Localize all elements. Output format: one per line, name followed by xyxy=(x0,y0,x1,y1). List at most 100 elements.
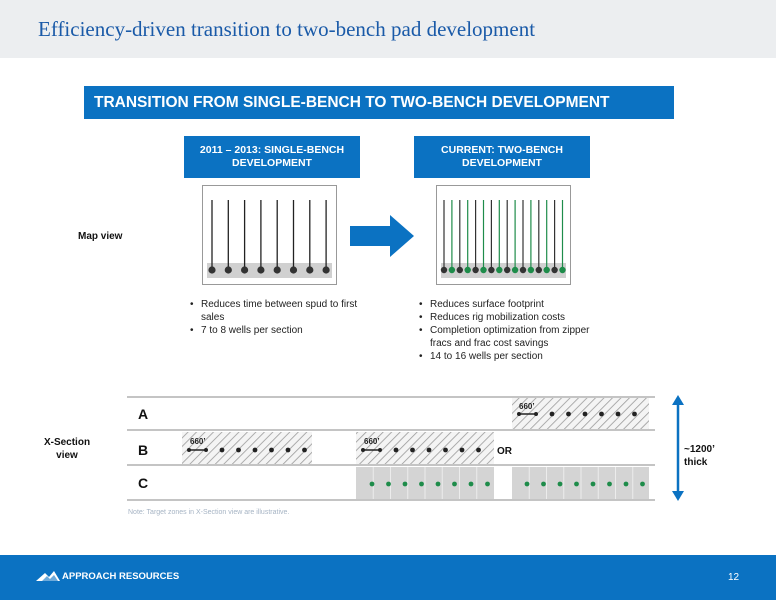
cross-section-well xyxy=(607,481,612,487)
well-lateral xyxy=(273,200,281,274)
spacing-bracket xyxy=(187,448,208,452)
xsection-label-line1: X-Section xyxy=(43,437,91,448)
well-lateral xyxy=(322,200,330,274)
well-lateral xyxy=(306,200,314,274)
well-lateral xyxy=(464,200,471,274)
option1-target-b xyxy=(356,432,494,464)
arrow-up-icon xyxy=(672,395,684,405)
cross-section-well xyxy=(623,481,629,487)
two-bench-heading-line1: CURRENT: TWO-BENCH xyxy=(441,144,563,156)
well-lateral xyxy=(535,200,542,274)
two-bench-bullet: 14 to 16 wells per section xyxy=(419,350,609,363)
cross-section-well xyxy=(574,481,579,487)
cross-section-well xyxy=(443,447,448,453)
cross-section-well xyxy=(285,447,291,453)
single-bench-bullets: Reduces time between spud to first sales… xyxy=(190,298,380,337)
cross-section-well xyxy=(557,481,563,487)
well-lateral xyxy=(488,200,495,274)
arrow-down-icon xyxy=(672,491,684,501)
target-zone-gridlines xyxy=(372,467,634,499)
cross-section-well xyxy=(582,411,588,417)
or-label: OR xyxy=(497,446,512,457)
cross-section-well xyxy=(236,447,241,453)
cross-section-well xyxy=(640,481,645,487)
section-banner: TRANSITION FROM SINGLE-BENCH TO TWO-BENC… xyxy=(84,86,674,119)
right-arrow-icon xyxy=(350,215,414,257)
single-bench-wells xyxy=(208,200,330,274)
well-lateral xyxy=(257,200,265,274)
bench-c-label: C xyxy=(138,475,149,491)
single-bench-pad xyxy=(207,263,332,278)
cross-section-well xyxy=(269,447,274,453)
well-lateral xyxy=(289,200,298,274)
well-lateral xyxy=(551,200,558,274)
cross-section-well xyxy=(302,447,307,453)
cross-section-well xyxy=(468,481,474,487)
well-lateral xyxy=(440,200,448,274)
well-lateral xyxy=(472,200,479,274)
cross-section-well xyxy=(615,411,621,417)
well-lateral xyxy=(448,200,456,274)
spacing-bracket xyxy=(361,448,382,452)
map-view-label: Map view xyxy=(78,231,123,242)
page-number: 12 xyxy=(728,572,740,583)
well-lateral xyxy=(511,200,519,274)
xsection-label-line2: view xyxy=(56,450,78,461)
single-bench-bullet: Reduces time between spud to first sales xyxy=(190,298,380,324)
cross-section-well xyxy=(632,411,637,417)
spacing-bracket xyxy=(517,412,538,416)
single-bench-target-b xyxy=(182,432,312,464)
cross-section-well xyxy=(549,411,555,417)
cross-section-well xyxy=(590,481,596,487)
cross-section-well xyxy=(252,447,258,453)
cross-section-well xyxy=(410,447,415,453)
well-lateral xyxy=(496,200,503,274)
single-bench-bullet: 7 to 8 wells per section xyxy=(190,324,380,337)
spacing-label: 660’ xyxy=(364,437,380,446)
well-lateral xyxy=(504,200,511,274)
bench-a-label: A xyxy=(138,406,149,422)
well-lateral xyxy=(519,200,527,274)
single-bench-heading-line2: DEVELOPMENT xyxy=(232,157,312,169)
two-bench-bullet: Reduces surface footprint xyxy=(419,298,609,311)
well-lateral xyxy=(480,200,487,274)
cross-section-well xyxy=(435,481,441,487)
well-lateral xyxy=(241,200,249,274)
well-lateral xyxy=(456,200,463,274)
cross-section-well xyxy=(369,481,375,487)
two-bench-wells xyxy=(440,200,566,274)
two-bench-pad xyxy=(441,263,566,278)
cross-section-well xyxy=(599,411,604,417)
well-lateral xyxy=(559,200,566,274)
two-bench-bullets: Reduces surface footprint Reduces rig mo… xyxy=(419,298,609,363)
cross-section-well xyxy=(524,481,530,487)
title-band xyxy=(0,0,776,58)
cross-section-well xyxy=(426,447,432,453)
well-lateral xyxy=(527,200,535,274)
cross-section-well xyxy=(452,481,457,487)
spacing-label: 660’ xyxy=(519,402,535,411)
cross-section-wells xyxy=(219,411,645,487)
cross-section-well xyxy=(393,447,399,453)
cross-section-well xyxy=(402,481,408,487)
footer-bar xyxy=(0,555,776,600)
company-logo-icon xyxy=(36,571,60,581)
cross-section-well xyxy=(419,481,424,487)
cross-section-well xyxy=(476,447,481,453)
cross-section-well xyxy=(219,447,225,453)
two-bench-bullet: Reduces rig mobilization costs xyxy=(419,311,609,324)
well-lateral xyxy=(543,200,550,274)
thickness-label: ~1200’ thick xyxy=(684,444,715,468)
single-bench-heading-line1: 2011 – 2013: SINGLE-BENCH xyxy=(199,144,345,156)
slide-title: Efficiency-driven transition to two-benc… xyxy=(38,17,536,41)
cross-section-well xyxy=(459,447,465,453)
cross-section-well xyxy=(541,481,546,487)
two-bench-heading-line2: DEVELOPMENT xyxy=(462,157,542,169)
cross-section-well xyxy=(566,411,571,417)
two-bench-bullet: Completion optimization from zipper frac… xyxy=(419,324,609,350)
cross-section-well xyxy=(485,481,490,487)
two-bench-heading: CURRENT: TWO-BENCH DEVELOPMENT xyxy=(414,136,590,178)
single-bench-heading: 2011 – 2013: SINGLE-BENCH DEVELOPMENT xyxy=(184,136,360,178)
